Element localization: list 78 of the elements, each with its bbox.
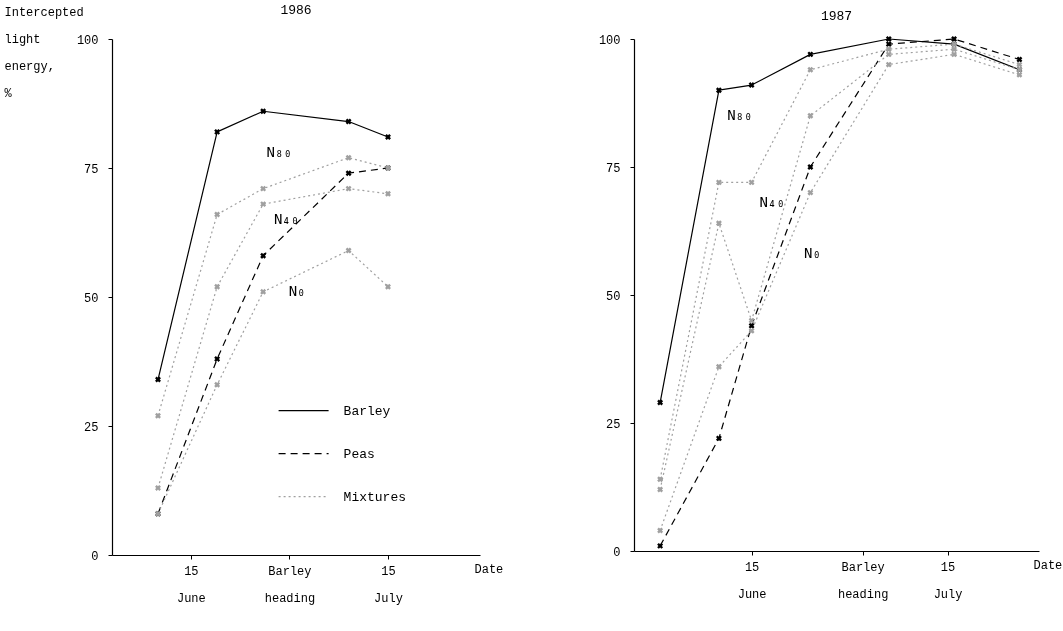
point [345, 170, 352, 177]
point [807, 189, 814, 196]
legend-label: Peas [343, 446, 375, 462]
annotation: N₀ [288, 282, 306, 299]
point [260, 108, 267, 115]
y-tick-label: 100 [76, 33, 99, 48]
y-tick-label: 50 [606, 289, 621, 304]
y-tick-label: 25 [84, 420, 99, 435]
point [807, 66, 814, 73]
point [715, 179, 722, 186]
point [951, 51, 958, 58]
point [885, 36, 892, 42]
point [657, 527, 664, 534]
chart-title: 1987 [820, 9, 853, 24]
x-axis-title: Date [1033, 558, 1063, 573]
point [385, 134, 391, 141]
point [715, 435, 722, 442]
point [951, 46, 958, 53]
point [748, 82, 755, 89]
point [1016, 71, 1023, 78]
point [385, 283, 391, 290]
point [715, 220, 722, 227]
point [214, 128, 221, 135]
point [155, 412, 161, 419]
x-tick-label: 15 June [176, 564, 206, 606]
x-axis-title: Date [474, 562, 504, 577]
annotation: N₄₀ [273, 210, 300, 227]
point [748, 317, 755, 324]
annotation: N₈₀ [727, 106, 753, 123]
point [748, 179, 755, 186]
point [807, 164, 814, 170]
legend-label: Mixtures [343, 489, 407, 505]
point [345, 247, 352, 254]
x-tick-label: 15 June [737, 560, 767, 602]
point [385, 190, 391, 197]
point [657, 476, 664, 483]
y-tick-label: 75 [606, 161, 621, 176]
chart-title: 1986 [280, 3, 312, 18]
point [657, 399, 664, 406]
legend-label: Barley [343, 403, 391, 419]
point [807, 112, 814, 119]
annotation: N₀ [804, 245, 821, 262]
point [214, 381, 221, 388]
y-tick-label: 50 [84, 291, 99, 306]
point [214, 283, 221, 290]
y-tick-label: 25 [606, 417, 621, 432]
point [885, 41, 892, 48]
point [260, 288, 267, 295]
point [155, 376, 161, 383]
point [155, 484, 161, 491]
y-tick-label: 100 [598, 33, 621, 48]
point [260, 201, 267, 208]
point [657, 542, 664, 549]
point [748, 327, 755, 334]
point [214, 355, 221, 362]
point [260, 185, 267, 192]
point [885, 61, 892, 68]
point [345, 185, 352, 192]
point [260, 252, 267, 259]
point [885, 51, 892, 58]
y-tick-label: 0 [613, 545, 621, 560]
y-tick-label: 0 [91, 549, 99, 564]
y-tick-label: 75 [84, 162, 99, 177]
point [951, 36, 958, 42]
point [657, 486, 664, 493]
point [1016, 56, 1023, 63]
x-tick-label: 15 July [374, 564, 403, 606]
point [345, 118, 352, 125]
annotation: N₈₀ [266, 143, 292, 160]
point [715, 87, 722, 94]
x-tick-label: Barley heading [837, 560, 889, 602]
point [1016, 61, 1023, 68]
point [214, 211, 221, 218]
x-tick-label: 15 July [933, 560, 963, 602]
x-tick-label: Barley heading [264, 564, 316, 606]
point [715, 363, 722, 370]
annotation: N₄₀ [759, 193, 785, 210]
point [885, 46, 892, 53]
